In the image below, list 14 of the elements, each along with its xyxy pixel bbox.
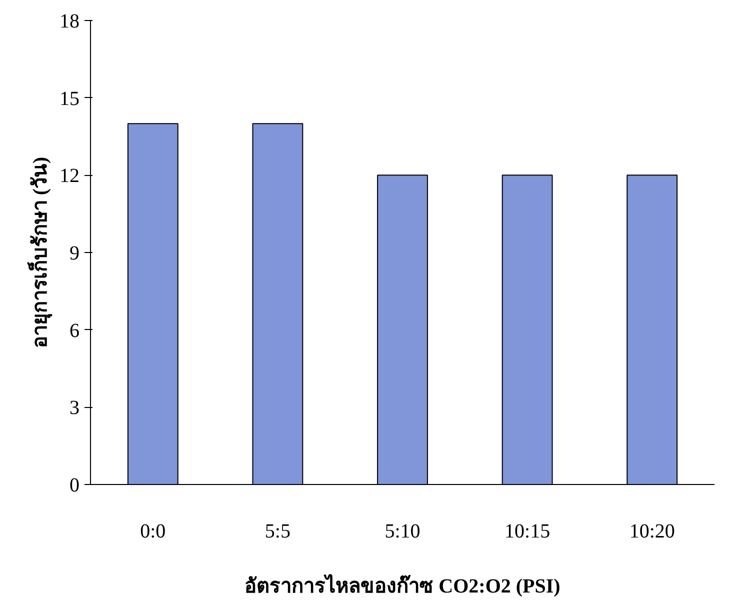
y-tick-label: 0 <box>70 474 80 496</box>
y-tick-label: 12 <box>60 165 80 188</box>
y-tick-label: 9 <box>70 242 80 264</box>
y-tick-label: 3 <box>70 397 80 420</box>
y-tick-label: 6 <box>70 320 80 342</box>
x-axis-title: อัตราการไหลของก๊าซ CO2:O2 (PSI) <box>244 574 560 598</box>
x-tick-label: 5:5 <box>264 520 290 542</box>
x-tick-label: 10:15 <box>504 520 550 542</box>
x-tick-label: 0:0 <box>140 520 166 542</box>
x-tick-label: 5:10 <box>384 520 420 542</box>
y-axis-title: อายุการเก็บรักษา (วัน) <box>26 156 52 348</box>
y-tick-label: 15 <box>60 88 80 110</box>
x-tick-label: 10:20 <box>629 520 675 542</box>
y-tick-label: 18 <box>60 10 80 32</box>
